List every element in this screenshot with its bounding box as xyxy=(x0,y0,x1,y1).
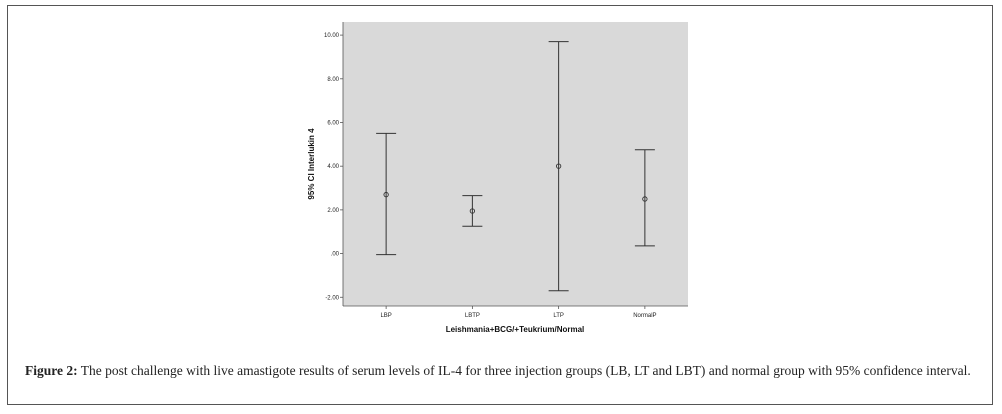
x-tick-label: LTP xyxy=(553,313,564,319)
caption-text: The post challenge with live amastigote … xyxy=(77,363,971,378)
plot-area xyxy=(343,22,688,306)
x-tick-label: LBP xyxy=(380,313,391,319)
mean-point xyxy=(555,163,562,169)
x-axis-ticks: LBP LBTP LTP NormalP xyxy=(380,306,657,319)
y-axis-title: 95% CI Interlukin 4 xyxy=(307,128,316,200)
mean-point xyxy=(383,191,389,198)
y-tick-label: 8.00 xyxy=(327,77,339,83)
y-tick-label: 4.00 xyxy=(327,164,339,170)
caption-label: Figure 2: xyxy=(25,363,78,378)
mean-point xyxy=(642,196,648,202)
y-tick-label: 10.00 xyxy=(324,33,340,39)
x-axis-title: Leishmania+BCG/+Teukrium/Normal xyxy=(446,325,585,334)
mean-point xyxy=(469,208,476,214)
y-axis-ticks: -2.00 .00 2.00 4.00 6.00 8.00 10.00 xyxy=(324,33,343,301)
x-tick-label: LBTP xyxy=(465,313,480,319)
error-bars xyxy=(376,41,655,292)
y-tick-label: .00 xyxy=(331,252,340,258)
y-tick-label: -2.00 xyxy=(325,295,339,301)
x-tick-label: NormalP xyxy=(633,313,656,319)
y-tick-label: 2.00 xyxy=(327,208,339,214)
y-tick-label: 6.00 xyxy=(327,120,339,126)
figure-caption: Figure 2: The post challenge with live a… xyxy=(25,362,980,379)
